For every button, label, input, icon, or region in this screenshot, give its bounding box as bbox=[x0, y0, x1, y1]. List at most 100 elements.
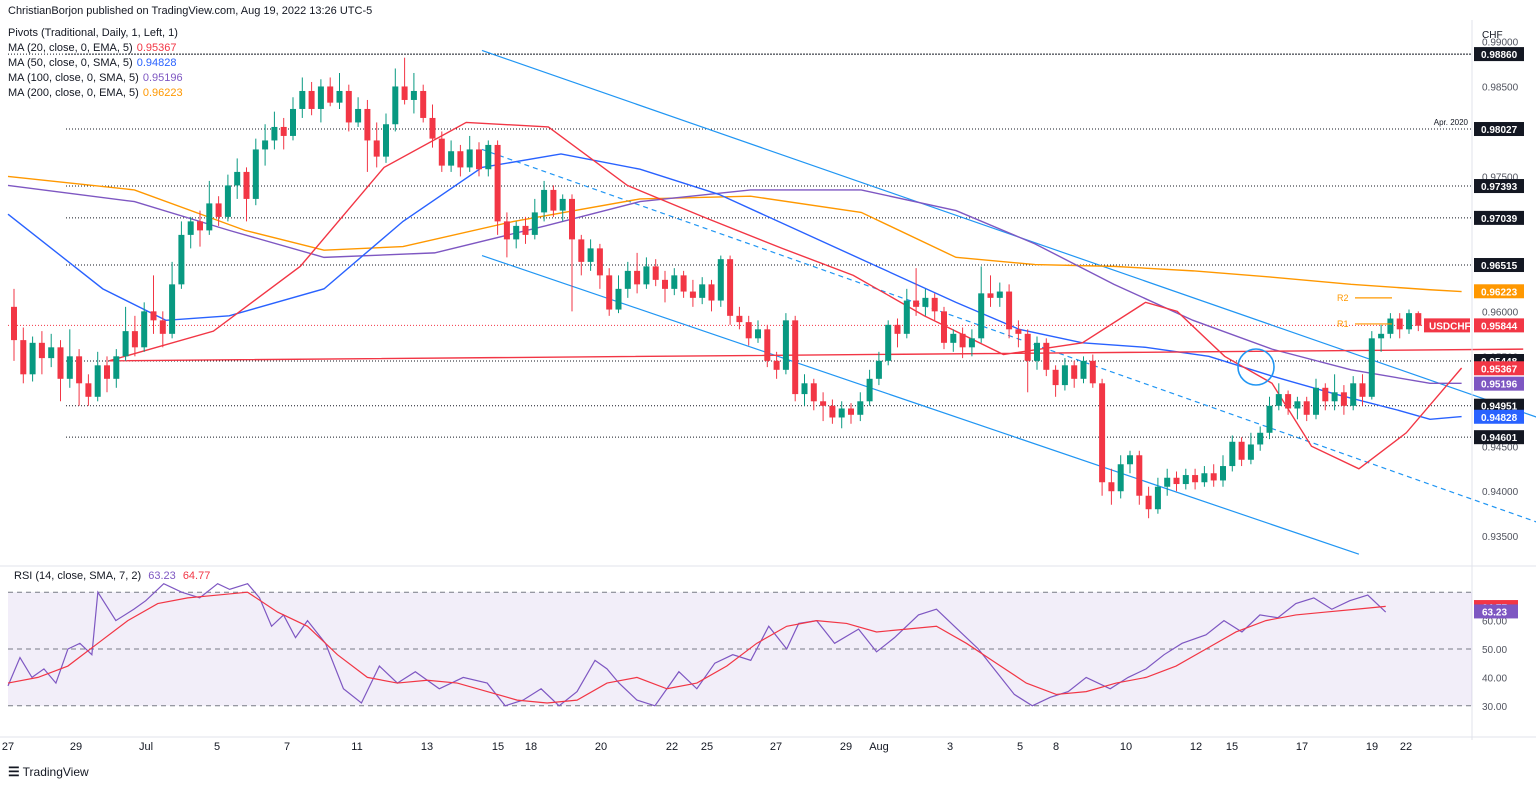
time-tick-label: Aug bbox=[869, 741, 889, 753]
candle-body bbox=[1145, 495, 1152, 510]
candle bbox=[1052, 365, 1059, 397]
candle bbox=[810, 378, 817, 411]
candle bbox=[578, 234, 585, 276]
candle bbox=[1406, 309, 1412, 334]
rsi-ma-value: 64.77 bbox=[182, 570, 211, 582]
price-tick-label: 0.98500 bbox=[1482, 82, 1519, 93]
candle-body bbox=[773, 360, 780, 370]
candle bbox=[587, 239, 594, 271]
candle bbox=[38, 331, 45, 375]
candle bbox=[438, 131, 445, 172]
indicator-row[interactable]: MA (200, close, 0, EMA, 5) 0.96223 bbox=[8, 86, 183, 101]
candle bbox=[150, 275, 157, 334]
candle-body bbox=[801, 383, 808, 395]
candle-body bbox=[513, 225, 520, 240]
time-tick-label: 5 bbox=[1017, 741, 1023, 753]
candle-body bbox=[476, 149, 482, 170]
candle bbox=[355, 97, 362, 127]
candle-body bbox=[1108, 482, 1115, 492]
time-tick-label: 12 bbox=[1190, 741, 1202, 753]
price-tag-box bbox=[1474, 284, 1524, 299]
candle-body bbox=[755, 329, 761, 339]
candle bbox=[624, 261, 631, 298]
candle-body bbox=[141, 311, 148, 348]
candle bbox=[11, 288, 17, 361]
candle bbox=[689, 279, 696, 307]
candle-body bbox=[662, 279, 668, 289]
candle bbox=[383, 113, 389, 163]
candle-body bbox=[131, 331, 138, 348]
candle bbox=[66, 329, 73, 388]
candle bbox=[1229, 435, 1236, 472]
candle-body bbox=[996, 291, 1003, 298]
candle bbox=[745, 315, 752, 346]
candle bbox=[680, 270, 687, 298]
candle bbox=[262, 124, 269, 166]
indicator-row[interactable]: MA (20, close, 0, EMA, 5) 0.95367 bbox=[8, 41, 176, 56]
candle-body bbox=[466, 149, 473, 168]
tradingview-logo-icon: ☰ bbox=[8, 764, 20, 779]
candle-body bbox=[11, 306, 17, 341]
indicator-value: 0.95367 bbox=[136, 42, 177, 54]
candle bbox=[224, 174, 231, 222]
indicator-row[interactable]: MA (50, close, 0, SMA, 5) 0.94828 bbox=[8, 56, 176, 71]
candle bbox=[596, 243, 603, 289]
indicator-row[interactable]: Pivots (Traditional, Daily, 1, Left, 1) bbox=[8, 26, 178, 41]
candle-body bbox=[336, 90, 343, 103]
candle-body bbox=[392, 86, 399, 125]
candle-body bbox=[1127, 455, 1133, 465]
candle bbox=[652, 259, 659, 287]
time-tick-label: 22 bbox=[1400, 741, 1412, 753]
candle bbox=[48, 333, 55, 368]
time-tick-label: 8 bbox=[1053, 741, 1059, 753]
time-tick-label: 15 bbox=[492, 741, 504, 753]
rsi-tick-label: 30.00 bbox=[1482, 702, 1507, 713]
candle-body bbox=[1192, 475, 1199, 483]
candle bbox=[234, 158, 241, 199]
candle bbox=[1015, 320, 1022, 348]
publisher-caption: ChristianBorjon published on TradingView… bbox=[8, 5, 373, 17]
candle bbox=[1247, 432, 1254, 465]
candle-body bbox=[652, 266, 659, 280]
indicator-value: 0.95196 bbox=[142, 72, 183, 84]
candle bbox=[782, 313, 789, 375]
candle bbox=[1359, 374, 1366, 406]
candle-body bbox=[197, 221, 203, 231]
candle-body bbox=[187, 221, 194, 235]
candle-body bbox=[764, 329, 771, 361]
candle bbox=[1322, 383, 1329, 411]
candle-body bbox=[931, 297, 938, 312]
candle bbox=[1387, 313, 1394, 339]
candle bbox=[1294, 396, 1301, 420]
symbol-tag-box bbox=[1424, 318, 1470, 333]
candle bbox=[20, 327, 27, 384]
candle bbox=[820, 392, 827, 422]
candle bbox=[178, 221, 185, 289]
candle-body bbox=[234, 171, 241, 186]
candle-body bbox=[364, 108, 371, 141]
price-tag-label: 0.95196 bbox=[1481, 380, 1518, 391]
candle bbox=[401, 57, 408, 105]
tradingview-brand[interactable]: ☰ TradingView bbox=[8, 764, 89, 780]
candle-body bbox=[959, 333, 966, 348]
candle bbox=[792, 315, 799, 402]
apr-2020-label: Apr. 2020 bbox=[1434, 118, 1469, 127]
candle-body bbox=[485, 144, 492, 170]
candle-body bbox=[299, 90, 306, 109]
channel-mid-line bbox=[481, 148, 1536, 523]
candle-body bbox=[950, 333, 957, 343]
candle-body bbox=[448, 151, 455, 166]
level-tag-label: 0.94601 bbox=[1481, 433, 1518, 444]
candle-body bbox=[224, 185, 231, 217]
candle bbox=[1350, 376, 1357, 411]
candle-body bbox=[1285, 394, 1292, 409]
candle-body bbox=[727, 259, 734, 316]
candle bbox=[1210, 464, 1217, 487]
candle-body bbox=[113, 356, 120, 379]
candle bbox=[1201, 466, 1208, 487]
indicator-row[interactable]: MA (100, close, 0, SMA, 5) 0.95196 bbox=[8, 71, 183, 86]
candle-body bbox=[1322, 387, 1329, 402]
candle bbox=[476, 142, 482, 177]
candle bbox=[1303, 396, 1310, 422]
